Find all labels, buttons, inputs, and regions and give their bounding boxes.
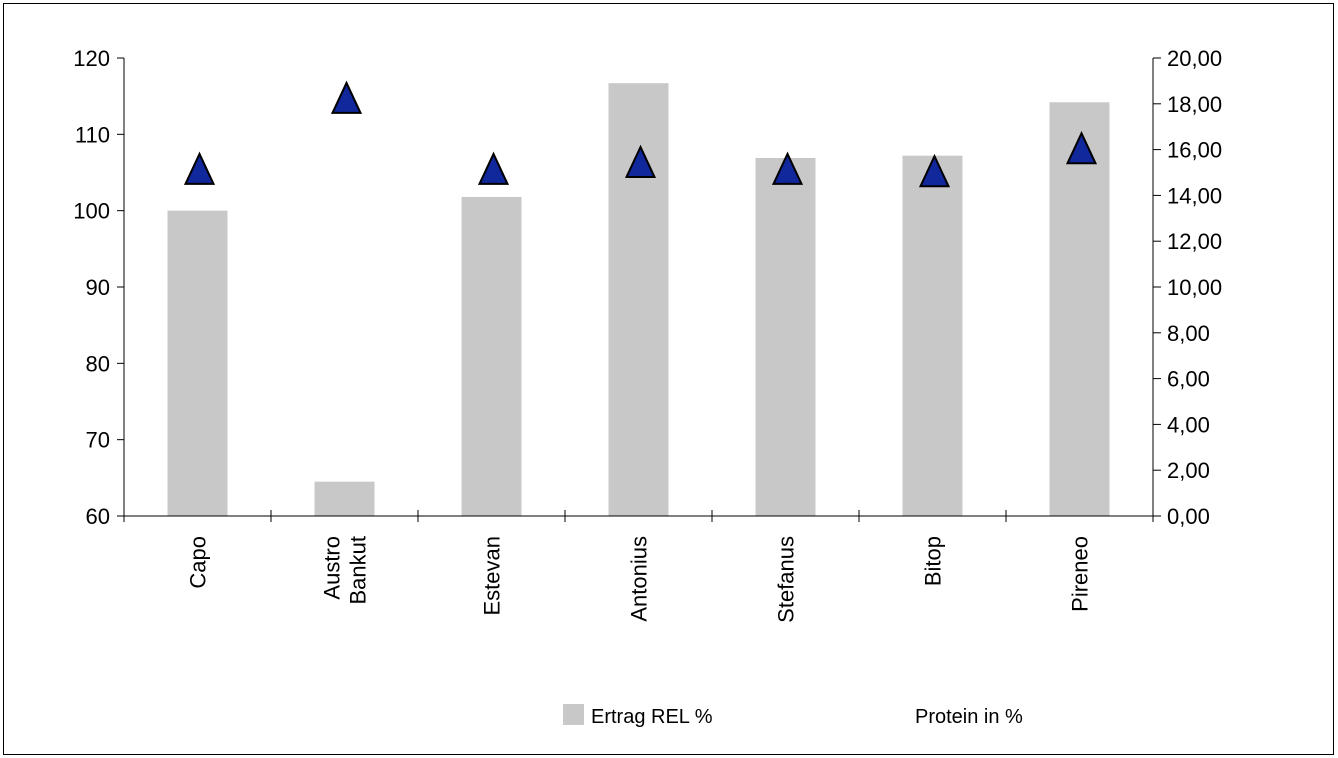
- right-tick-label-7: 14,00: [1167, 183, 1222, 208]
- markers-layer: [183, 80, 1098, 188]
- marker-protein-3: [624, 144, 657, 179]
- bars-layer: [167, 83, 1110, 517]
- left-tick-label-4: 100: [73, 199, 110, 224]
- x-category-label-6: Pireneo: [1068, 536, 1093, 612]
- bar-ertrag-2: [461, 196, 522, 516]
- right-tick-label-1: 2,00: [1167, 458, 1210, 483]
- legend: Ertrag REL % Protein in %: [563, 704, 1023, 728]
- bar-ertrag-1: [314, 481, 375, 516]
- marker-protein-6: [1065, 130, 1098, 165]
- left-tick-label-5: 110: [75, 122, 110, 147]
- x-category-label-1-0: Austro: [320, 536, 345, 600]
- bar-ertrag-3: [608, 83, 669, 516]
- x-category-label-4: Stefanus: [774, 536, 799, 623]
- bar-ertrag-4: [755, 157, 816, 516]
- right-tick-label-6: 12,00: [1167, 229, 1222, 254]
- right-tick-label-5: 10,00: [1167, 275, 1222, 300]
- marker-protein-1: [330, 80, 363, 114]
- legend-label-bar: Ertrag REL %: [591, 706, 713, 728]
- left-tick-label-0: 60: [86, 504, 110, 529]
- marker-protein-5: [918, 153, 951, 188]
- right-tick-label-10: 20,00: [1167, 46, 1222, 71]
- right-tick-label-0: 0,00: [1167, 504, 1210, 529]
- chart-frame: 60 70 80 90 100 110 120 0,00 2,00 4,00 6,00 8,00 10,…: [3, 3, 1334, 755]
- chart-canvas: 60 70 80 90 100 110 120 0,00 2,00 4,00 6,00 8,00 10,…: [73, 46, 1222, 728]
- right-tick-label-4: 8,00: [1167, 321, 1210, 346]
- right-tick-label-8: 16,00: [1167, 138, 1222, 163]
- right-tick-label-3: 6,00: [1167, 367, 1210, 392]
- legend-label-marker: Protein in %: [915, 706, 1023, 728]
- marker-protein-2: [477, 151, 510, 185]
- marker-protein-4: [771, 151, 804, 185]
- x-category-label-3: Antonius: [627, 536, 652, 622]
- x-category-label-1-1: Bankut: [346, 536, 371, 605]
- bar-ertrag-0: [167, 210, 228, 516]
- axes-layer: [117, 57, 1161, 522]
- x-category-label-2: Estevan: [480, 536, 505, 616]
- left-tick-label-1: 70: [86, 428, 110, 453]
- right-tick-label-2: 4,00: [1167, 412, 1210, 437]
- marker-protein-0: [183, 151, 216, 185]
- legend-swatch-bar: [563, 704, 584, 725]
- labels-layer: 60 70 80 90 100 110 120 0,00 2,00 4,00 6,00 8,00 10,…: [73, 46, 1222, 623]
- left-tick-label-6: 120: [73, 46, 110, 71]
- bar-ertrag-5: [902, 155, 963, 516]
- x-category-label-5: Bitop: [921, 536, 946, 586]
- x-category-label-0: Capo: [186, 536, 211, 589]
- right-tick-label-9: 18,00: [1167, 92, 1222, 117]
- bar-ertrag-6: [1049, 102, 1110, 517]
- left-tick-label-3: 90: [86, 275, 110, 300]
- left-tick-label-2: 80: [86, 351, 110, 376]
